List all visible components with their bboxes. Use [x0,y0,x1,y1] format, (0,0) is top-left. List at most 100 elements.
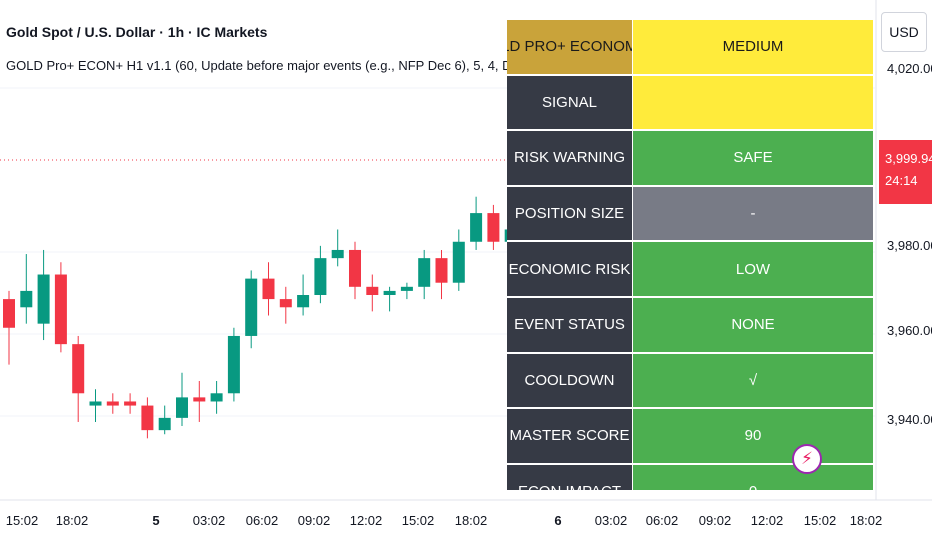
candle-body [297,295,310,308]
candle [3,290,15,365]
candle [452,229,465,291]
candle-body [176,397,188,418]
candle [141,397,154,439]
currency-button[interactable]: USD [881,12,927,52]
panel-header-row: GOLD PRO+ ECONOMIC+ MEDIUM [507,20,873,76]
panel-row-signal: SIGNAL [507,75,873,132]
panel-header-value: MEDIUM [633,20,873,74]
candle-body [89,401,102,406]
gold-pro-econ-panel: GOLD PRO+ ECONOMIC+ MEDIUM SIGNAL RISK W… [507,20,873,490]
candle-body [37,274,50,324]
day-label: 5 [152,513,160,528]
candle [349,241,361,300]
candle [245,270,258,349]
current-price-tag: 3,999.94 24:14 [879,140,932,204]
day-label: 6 [554,513,562,528]
candle [435,249,448,300]
candle-body [366,286,379,295]
economic-risk-value: LOW [633,242,873,296]
signal-label: SIGNAL [507,75,633,130]
panel-row-econ-impact: ECON IMPACT 0 [507,464,873,490]
time-label: 15:02 [803,513,837,528]
econ-impact-label: ECON IMPACT [507,464,633,490]
signal-value [633,75,873,130]
candle [297,274,310,316]
symbol-title[interactable]: Gold Spot / U.S. Dollar · 1h · IC Market… [6,24,268,40]
candle-body [124,401,137,406]
candle-body [487,213,500,242]
master-score-value: 90 [633,409,873,463]
event-status-label: EVENT STATUS [507,297,633,352]
risk-warning-label: RISK WARNING [507,131,633,185]
candle-body [72,344,85,394]
time-label: 12:02 [750,513,784,528]
lightning-icon[interactable]: ⚡ [792,444,822,474]
time-label: 06:02 [245,513,279,528]
time-label: 18:02 [55,513,89,528]
candle [418,249,431,300]
candle-body [158,417,171,431]
candle [227,327,240,402]
candle-body [418,258,431,287]
candle [54,262,67,353]
position-size-value: - [633,186,873,241]
candle-body [349,249,361,287]
panel-header-label: GOLD PRO+ ECONOMIC+ [507,20,633,74]
time-label: 03:02 [192,513,226,528]
candle [314,245,327,304]
time-label: 09:02 [297,513,331,528]
time-label: 12:02 [349,513,383,528]
position-size-label: POSITION SIZE [507,186,633,241]
time-label: 18:02 [849,513,883,528]
price-label-3980: 3,980.00 [887,238,932,253]
economic-risk-label: ECONOMIC RISK [507,242,633,296]
time-label: 09:02 [698,513,732,528]
price-label-3940: 3,940.00 [887,412,932,427]
cooldown-label: COOLDOWN [507,353,633,408]
candle [193,381,206,422]
econ-impact-value: 0 [633,464,873,490]
time-label: 03:02 [594,513,628,528]
candle [176,372,188,427]
candle-body [193,397,206,402]
candle [331,229,344,267]
candle [383,286,396,312]
panel-row-position-size: POSITION SIZE - [507,186,873,243]
candle-body [383,290,396,295]
candle-body [210,393,223,402]
panel-row-cooldown: COOLDOWN √ [507,353,873,410]
candle-body [279,299,292,308]
candle [279,286,292,324]
risk-warning-value: SAFE [633,131,873,185]
candle-body [227,335,240,394]
candle-body [452,241,465,283]
candle-body [3,299,15,328]
candle-body [435,258,448,283]
current-price-value: 3,999.94 [885,151,932,166]
cooldown-value: √ [633,353,873,408]
panel-row-master-score: MASTER SCORE 90 [507,409,873,465]
candle [72,335,85,422]
candle [470,196,483,250]
price-label-3960: 3,960.00 [887,323,932,338]
candle-body [262,278,275,300]
panel-row-risk-warning: RISK WARNING SAFE [507,131,873,187]
panel-row-economic-risk: ECONOMIC RISK LOW [507,242,873,298]
master-score-label: MASTER SCORE [507,409,633,463]
candle-body [106,401,119,406]
candle-body [331,249,344,259]
candle [37,249,50,341]
candle-body [54,274,67,345]
event-status-value: NONE [633,297,873,352]
time-label: 15:02 [5,513,39,528]
candle-body [400,286,413,291]
time-label: 15:02 [401,513,435,528]
candle [20,254,33,324]
candle [89,389,102,422]
candle [124,393,137,414]
candle [400,282,413,300]
panel-row-event-status: EVENT STATUS NONE [507,297,873,354]
candle-body [245,278,258,336]
candle [210,381,223,414]
bar-countdown: 24:14 [885,173,918,188]
